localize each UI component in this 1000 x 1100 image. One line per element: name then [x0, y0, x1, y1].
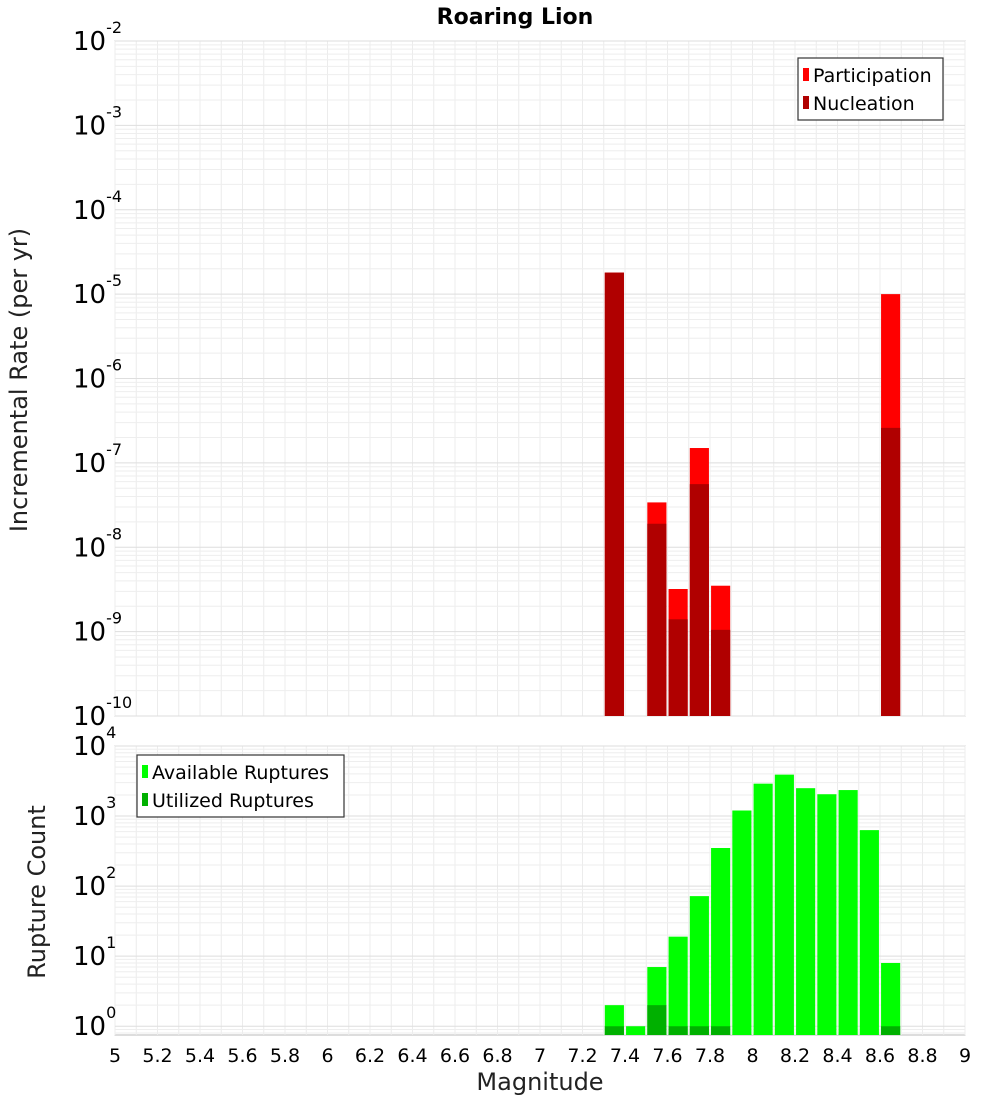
rate-y-tick-label: 10-3 [73, 102, 122, 141]
rate-bar-nucleation [711, 629, 731, 716]
rate-panel: 10-10 10-9 10-8 10-7 10-6 10-5 10-4 10-3 10-2 In… [5, 18, 966, 732]
x-tick-label: 6.8 [482, 1045, 512, 1067]
x-tick-label: 6 [321, 1045, 333, 1067]
rate-grid [114, 40, 966, 717]
x-tick-label: 6.4 [397, 1045, 427, 1067]
count-bar-available-ruptures [753, 783, 773, 1035]
count-bar-available-ruptures [689, 896, 709, 1035]
count-legend-swatch [142, 793, 148, 806]
rate-y-axis-label: Incremental Rate (per yr) [5, 228, 33, 532]
rate-legend-label: Nucleation [813, 93, 915, 115]
x-tick-label: 7.6 [652, 1045, 682, 1067]
count-bar-available-ruptures [668, 936, 688, 1035]
count-bar-utilized-ruptures [881, 1026, 901, 1035]
count-bar-available-ruptures [774, 774, 794, 1035]
rate-y-tick-label: 10-9 [73, 609, 122, 648]
rate-legend-box [797, 57, 944, 121]
x-tick-label: 5.4 [185, 1045, 215, 1067]
rate-y-ticks: 10-10 10-9 10-8 10-7 10-6 10-5 10-4 10-3 10-2 [73, 18, 132, 732]
x-tick-label: 5 [109, 1045, 121, 1067]
count-legend-label: Utilized Ruptures [152, 790, 314, 812]
x-tick-label: 7.2 [567, 1045, 597, 1067]
x-tick-label: 6.6 [440, 1045, 470, 1067]
rate-legend-swatch [803, 96, 809, 109]
x-tick-label: 8 [746, 1045, 758, 1067]
x-tick-label: 7 [534, 1045, 546, 1067]
chart-title: Roaring Lion [437, 5, 594, 30]
rate-legend: Participation Nucleation [797, 57, 944, 121]
rate-y-tick-label: 10-4 [73, 187, 122, 226]
rate-legend-label: Participation [813, 65, 932, 87]
count-y-axis-label: Rupture Count [23, 805, 51, 979]
x-tick-label: 5.8 [270, 1045, 300, 1067]
rate-legend-swatch [803, 68, 809, 81]
count-bars [604, 774, 901, 1035]
count-bar-available-ruptures [881, 962, 901, 1035]
rate-y-tick-label: 10-10 [73, 693, 132, 732]
count-bar-utilized-ruptures [647, 1005, 667, 1035]
count-y-ticks: 100 101 102 103 104 [73, 723, 116, 1042]
x-tick-label: 7.4 [610, 1045, 640, 1067]
count-y-tick-label: 103 [73, 793, 116, 832]
rate-bar-nucleation [881, 427, 901, 716]
rate-bar-nucleation [604, 272, 624, 716]
rate-y-tick-label: 10-8 [73, 524, 122, 563]
x-tick-label: 8.4 [822, 1045, 852, 1067]
rate-bars [604, 272, 901, 716]
count-bar-utilized-ruptures [668, 1026, 688, 1035]
count-y-tick-label: 102 [73, 863, 116, 902]
rate-y-tick-label: 10-5 [73, 271, 122, 310]
count-bar-utilized-ruptures [711, 1026, 731, 1035]
count-bar-available-ruptures [838, 790, 858, 1035]
rate-y-tick-label: 10-6 [73, 356, 122, 395]
rate-y-tick-label: 10-2 [73, 18, 122, 57]
rate-bar-nucleation [668, 619, 688, 716]
count-bar-utilized-ruptures [689, 1026, 709, 1035]
x-axis-label: Magnitude [476, 1068, 603, 1096]
count-y-tick-label: 101 [73, 933, 116, 972]
count-legend-swatch [142, 765, 148, 778]
count-bar-available-ruptures [817, 794, 837, 1035]
count-bar-available-ruptures [796, 788, 816, 1035]
count-bar-available-ruptures [859, 830, 879, 1035]
magnitude-x-ticks: 5 5.2 5.4 5.6 5.8 6 6.2 6.4 6.6 6.8 7 7.2 7.4 7.6 7.8 8… [109, 1045, 971, 1067]
rate-bar-nucleation [647, 523, 667, 716]
count-legend: Available Ruptures Utilized Ruptures [136, 754, 345, 818]
x-tick-label: 7.8 [695, 1045, 725, 1067]
rate-bar-nucleation [689, 484, 709, 716]
count-bar-available-ruptures [626, 1026, 646, 1035]
x-tick-label: 9 [959, 1045, 971, 1067]
count-y-tick-label: 104 [73, 723, 116, 762]
count-bar-available-ruptures [732, 810, 752, 1035]
x-tick-label: 5.2 [142, 1045, 172, 1067]
count-legend-box [136, 754, 345, 818]
x-tick-label: 5.6 [227, 1045, 257, 1067]
x-tick-label: 8.6 [865, 1045, 895, 1067]
count-bar-available-ruptures [711, 848, 731, 1035]
rate-y-tick-label: 10-7 [73, 440, 122, 479]
x-tick-label: 8.8 [907, 1045, 937, 1067]
count-bar-utilized-ruptures [604, 1026, 624, 1035]
x-tick-label: 8.2 [780, 1045, 810, 1067]
count-legend-label: Available Ruptures [152, 762, 329, 784]
count-y-tick-label: 100 [73, 1003, 116, 1042]
x-tick-label: 6.2 [355, 1045, 385, 1067]
count-panel: 100 101 102 103 104 5 5.2 5.4 5.6 5.8 6 6.2 6.4 6.6 6… [23, 723, 971, 1096]
